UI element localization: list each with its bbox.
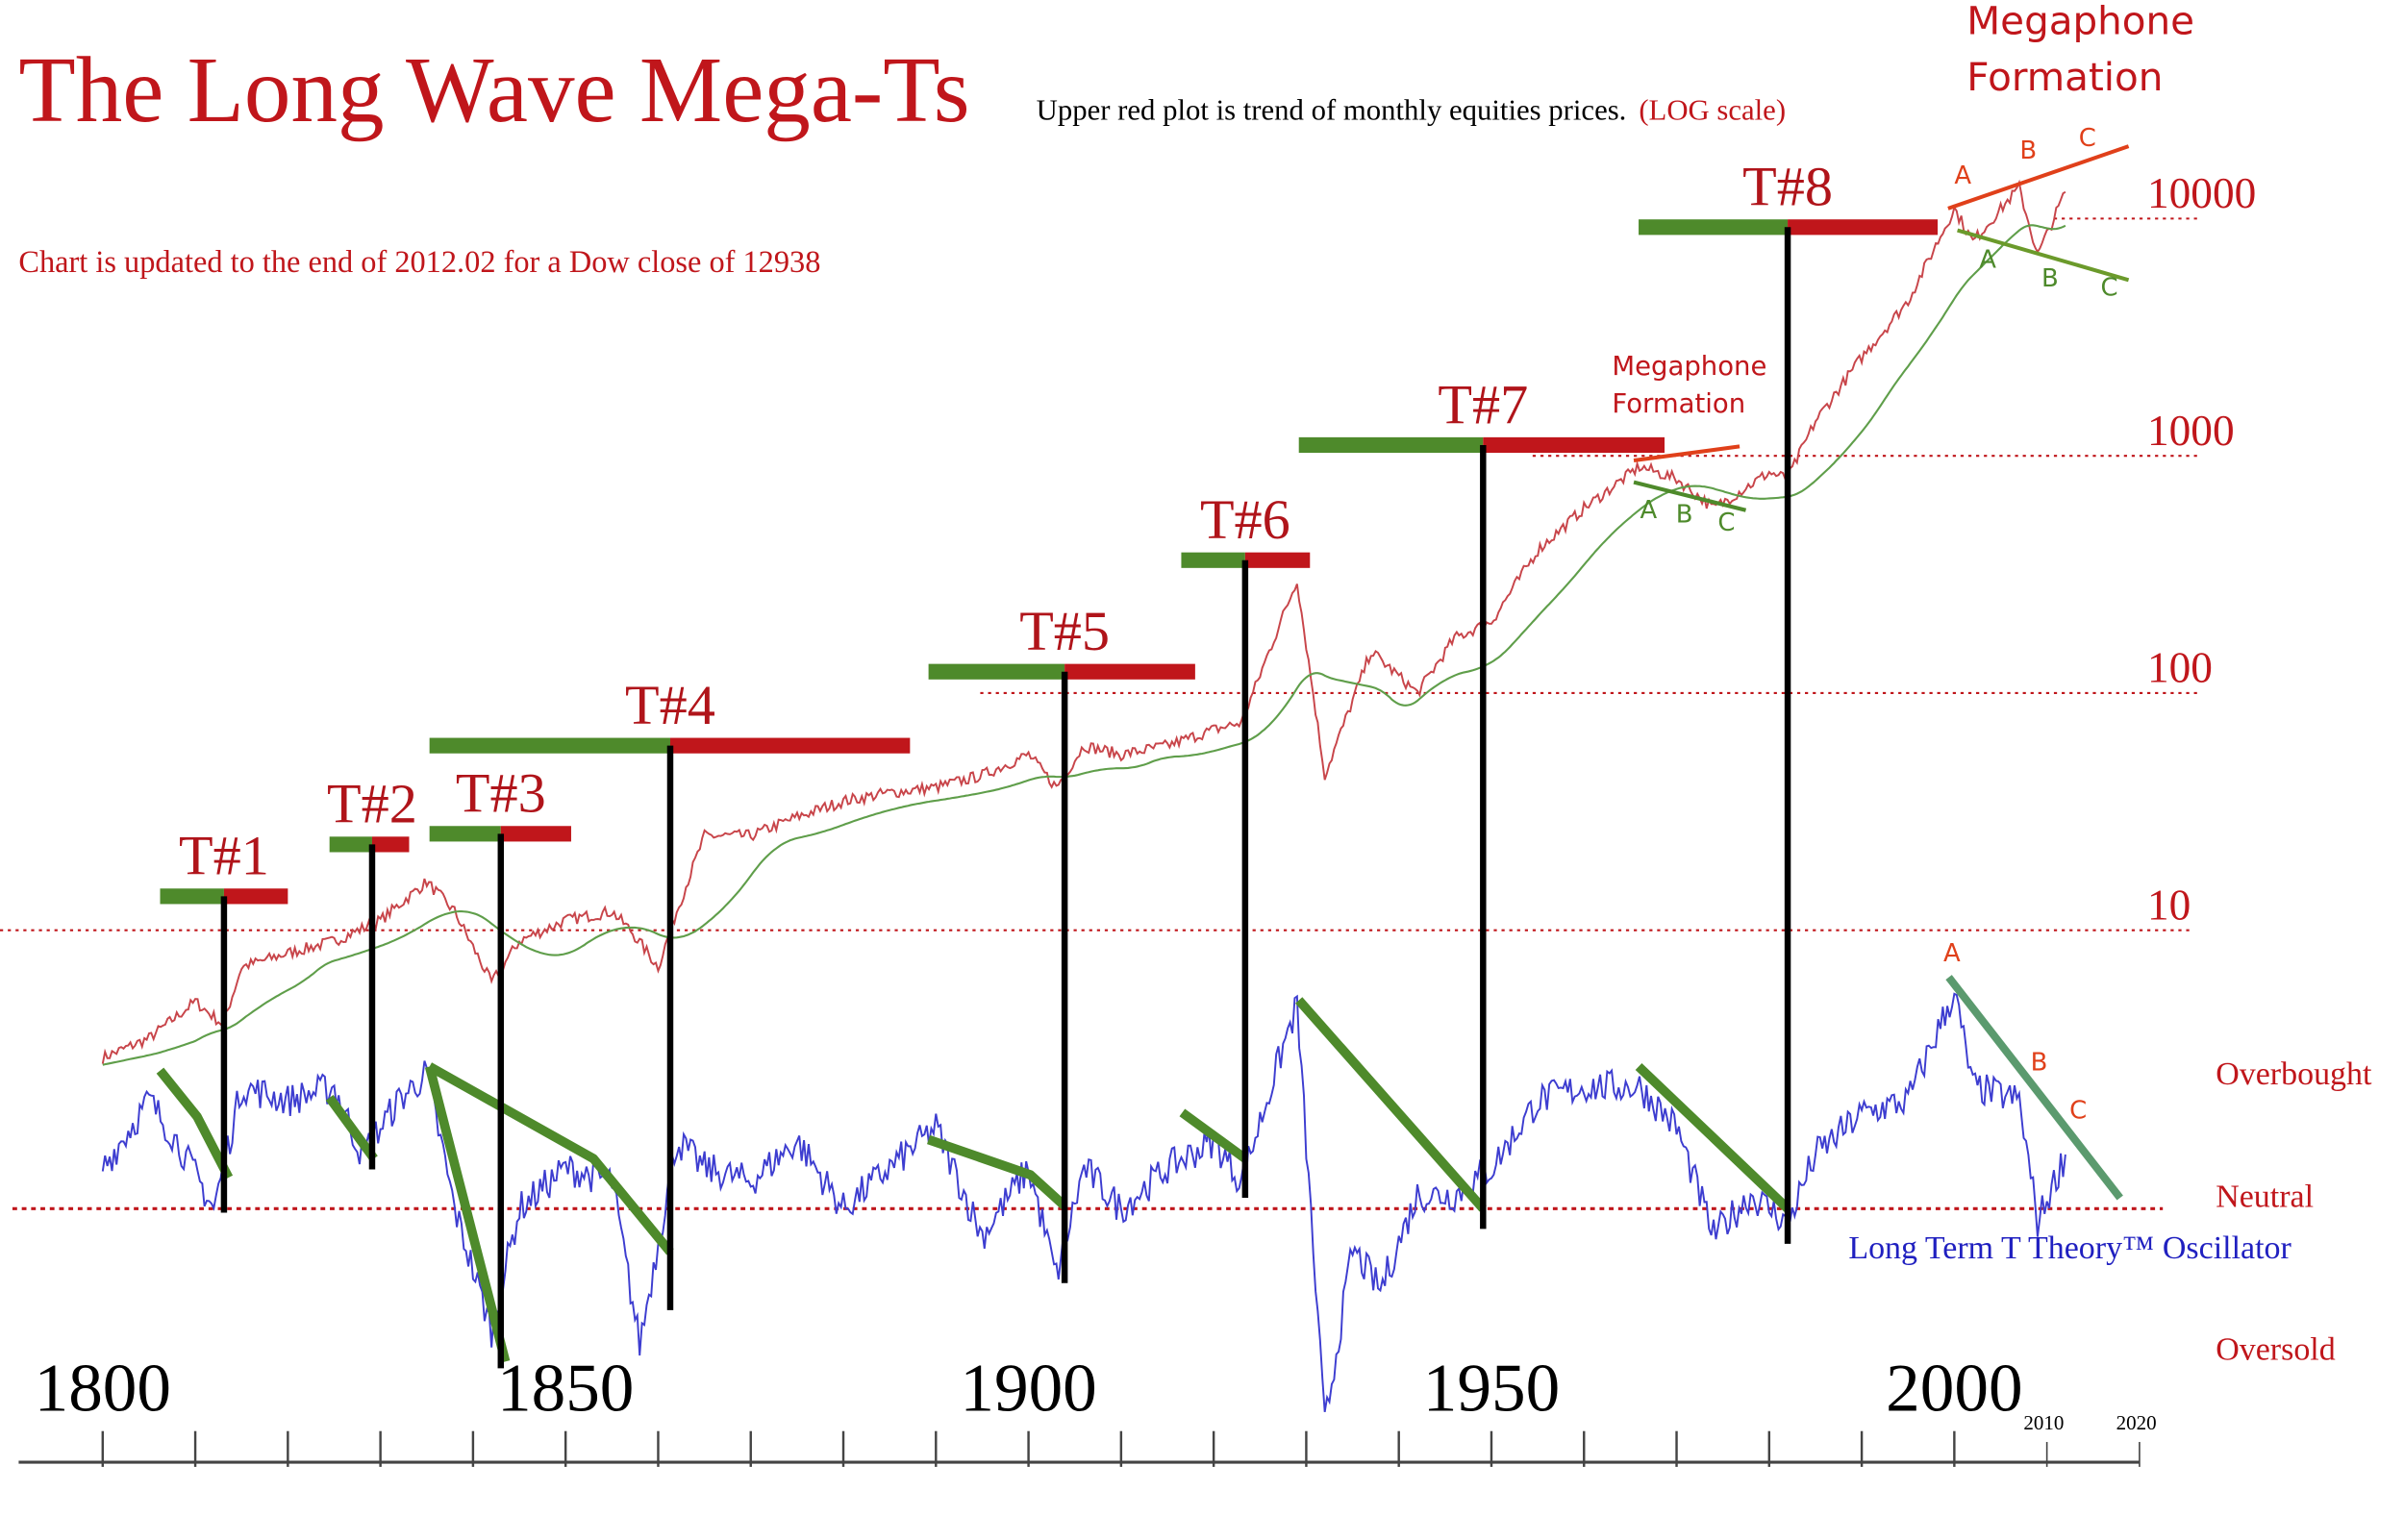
chart-title: The Long Wave Mega-Ts: [18, 37, 969, 141]
t-green-bar: [1298, 436, 1484, 454]
osc-trendline-2000s: [1945, 975, 2123, 1201]
x-minor-tick-label: 2020: [2116, 1411, 2157, 1434]
osc-trendline-7: [1295, 997, 1487, 1212]
t-red-bar: [371, 836, 410, 853]
t-structure-4: T#4: [429, 674, 911, 1310]
price-gridlines: 10 100 1000 10000: [0, 169, 2256, 931]
t-green-bar: [429, 737, 670, 754]
t-structure-5: T#5: [928, 600, 1195, 1283]
oscillator-name: Long Term T Theory™ Oscillator: [1848, 1230, 2291, 1266]
update-note: Chart is updated to the end of 2012.02 f…: [18, 244, 820, 279]
t-label: T#4: [625, 674, 715, 736]
t-red-bar: [1244, 552, 1311, 568]
megaphone-2000s-upper-line: [1947, 144, 2130, 211]
t-label: T#8: [1742, 156, 1833, 218]
t-green-bar: [329, 836, 372, 853]
subtitle-scale: (LOG scale): [1639, 94, 1786, 127]
subtitle-text: Upper red plot is trend of monthly equit…: [1037, 94, 1627, 127]
megaphone-2000s-text-1: Megaphone: [1966, 0, 2194, 44]
t-red-bar: [1788, 219, 1939, 236]
t-structure-2: T#2: [327, 773, 417, 1170]
t-structure-7: T#7: [1298, 373, 1665, 1230]
t-label: T#6: [1200, 488, 1290, 551]
megaphone-1970s-text-1: Megaphone: [1612, 351, 1766, 382]
price-series: [101, 179, 2066, 1066]
megaphone-2000s-text-2: Formation: [1966, 54, 2163, 100]
t-red-bar: [669, 737, 911, 754]
megaphone-2000s-upper-c: C: [2079, 124, 2096, 153]
t-structure-6: T#6: [1181, 488, 1311, 1199]
osc-trendline-6: [1179, 1108, 1248, 1163]
price-line: [101, 179, 2066, 1064]
megaphone-2000s-upper-b: B: [2019, 137, 2037, 165]
annotations: Megaphone Formation A B C Megaphone Form…: [1612, 0, 2372, 1367]
megaphone-1970s-label-b: B: [1676, 501, 1693, 530]
t-structure-1: T#1: [160, 825, 288, 1213]
x-tick-label: 1950: [1423, 1352, 1560, 1427]
t-green-bar: [429, 826, 501, 842]
osc-trendline-4: [427, 1062, 674, 1255]
t-structure-8: T#8: [1639, 156, 1939, 1244]
mega-t-structures: T#1 T#2 T#3 T#4 T#5 T#6 T#7 T#8: [160, 156, 1939, 1369]
x-tick-label: 1800: [35, 1352, 171, 1427]
y-tick-label: 10000: [2147, 169, 2256, 217]
t-label: T#1: [179, 825, 269, 887]
osc-trendline-2: [325, 1095, 378, 1162]
t-green-bar: [160, 888, 224, 905]
osc-trendline-1: [156, 1067, 234, 1180]
t-red-bar: [1064, 663, 1195, 680]
x-tick-label: 1850: [497, 1352, 634, 1427]
megaphone-2000s-lower-a: A: [1979, 245, 1996, 274]
osc-trendline-8: [1635, 1062, 1791, 1212]
x-tick-label: 2000: [1886, 1352, 2022, 1427]
megaphone-1970s-label-a: A: [1640, 496, 1658, 525]
megaphone-2000s-lower-line: [1957, 228, 2130, 283]
osc-2000s-label-b: B: [2031, 1048, 2048, 1077]
y-tick-label: 100: [2147, 644, 2213, 692]
osc-2000s-label-a: A: [1943, 939, 1961, 968]
t-green-bar: [1639, 219, 1789, 236]
t-label: T#7: [1438, 373, 1528, 435]
y-tick-label: 1000: [2147, 407, 2235, 455]
t-red-bar: [500, 826, 571, 842]
megaphone-2000s-lower-b: B: [2041, 264, 2059, 293]
overbought-label: Overbought: [2216, 1056, 2372, 1092]
megaphone-2000s-lower-c: C: [2100, 273, 2117, 302]
t-label: T#5: [1019, 600, 1110, 662]
t-green-bar: [928, 663, 1065, 680]
y-tick-label: 10: [2147, 881, 2191, 929]
t-label: T#2: [327, 773, 417, 835]
neutral-label: Neutral: [2216, 1180, 2314, 1215]
oscillator-series: [12, 975, 2164, 1412]
t-label: T#3: [456, 762, 546, 825]
megaphone-1970s-label-c: C: [1717, 509, 1735, 537]
megaphone-1970s-upper-line: [1633, 444, 1740, 462]
t-structure-3: T#3: [429, 762, 571, 1369]
chart-subtitle: Upper red plot is trend of monthly equit…: [1037, 94, 1786, 127]
x-axis: 1800 1850 1900 1950 2000 2010 2020: [18, 1352, 2157, 1467]
osc-2000s-label-c: C: [2069, 1096, 2087, 1125]
oscillator-line: [101, 992, 2066, 1412]
megaphone-2000s-upper-a: A: [1954, 161, 1971, 190]
oversold-label: Oversold: [2216, 1331, 2336, 1367]
megaphone-1970s-lower-line: [1633, 480, 1747, 512]
osc-trendline-5: [927, 1134, 1068, 1210]
megaphone-1970s-text-2: Formation: [1612, 388, 1745, 419]
x-minor-tick-label: 2010: [2023, 1411, 2064, 1434]
t-red-bar: [1483, 436, 1665, 454]
osc-trendline-3: [424, 1065, 511, 1363]
moving-average-line: [102, 224, 2066, 1066]
t-red-bar: [223, 888, 288, 905]
x-tick-label: 1900: [960, 1352, 1096, 1427]
t-green-bar: [1181, 552, 1245, 568]
